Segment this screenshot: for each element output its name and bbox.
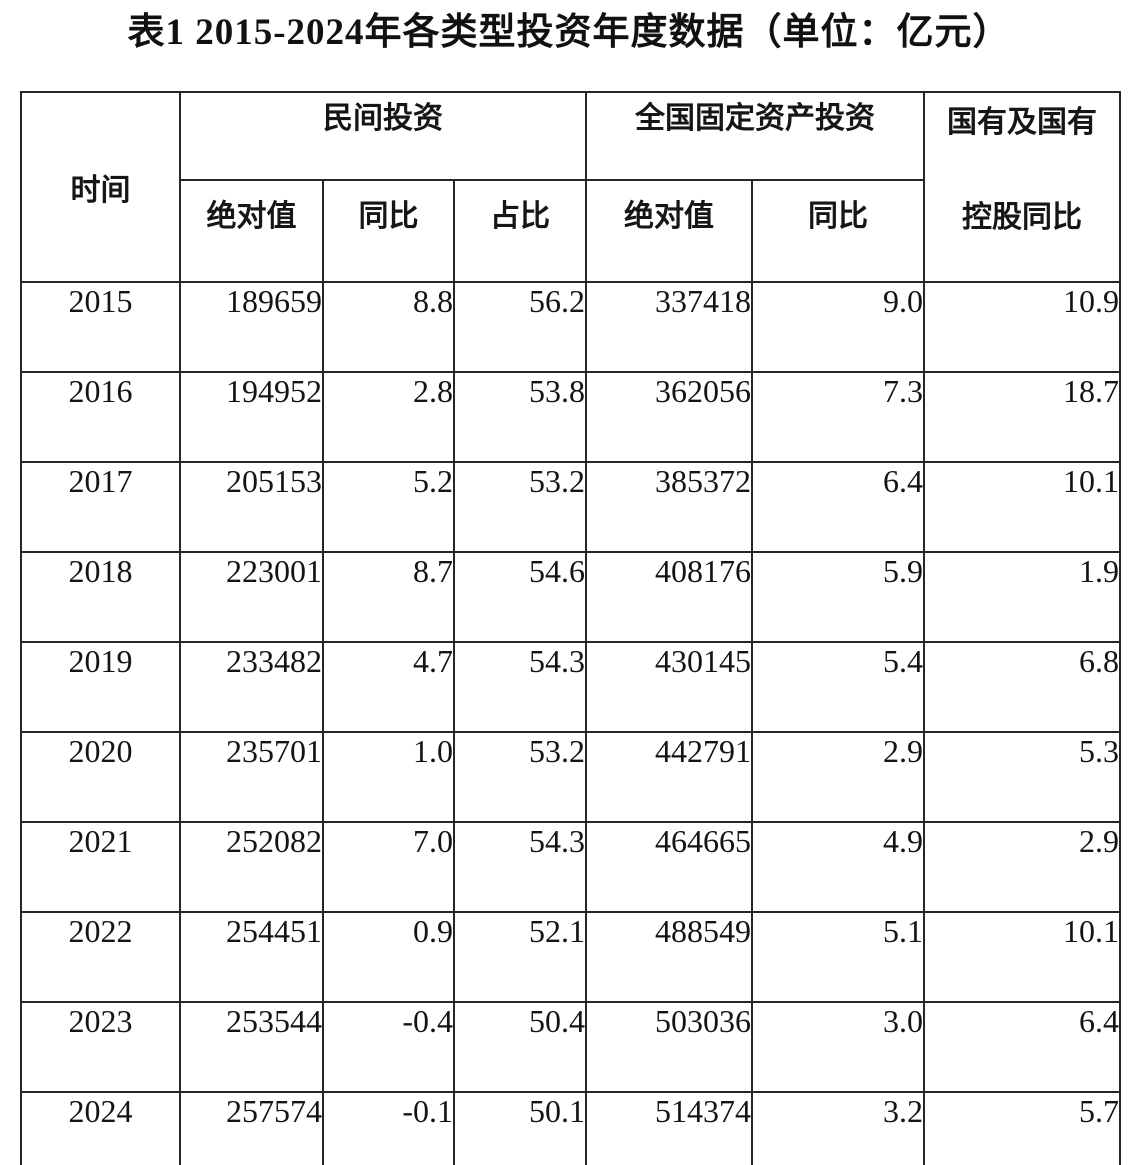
private-share-cell: 53.2 [452,730,588,823]
private-yoy-cell: 2.8 [322,370,455,463]
private-absolute-cell: 194952 [179,370,324,463]
private-share-cell: 56.2 [452,280,588,373]
national-yoy-cell: 5.1 [751,910,926,1003]
national-yoy-cell: 3.0 [751,1000,926,1093]
header-row-sub: 绝对值 同比 占比 绝对值 同比 [21,178,1120,283]
header-national-fixed-investment: 全国固定资产投资 [585,90,926,181]
private-share-cell: 50.4 [452,1000,588,1093]
header-state-owned-line2: 控股同比 [962,200,1083,234]
national-absolute-cell: 408176 [585,550,754,643]
national-yoy-cell: 5.4 [751,640,926,733]
table-row: 2023 253544 -0.4 50.4 503036 3.0 6.4 [20,1000,1122,1093]
header-private-share: 占比 [452,178,588,283]
private-absolute-cell: 253544 [179,1000,324,1093]
header-national-yoy: 同比 [751,178,926,283]
year-cell: 2021 [20,820,181,913]
year-cell: 2018 [20,550,181,643]
private-absolute-cell: 235701 [179,730,324,823]
national-absolute-cell: 430145 [585,640,754,733]
private-yoy-cell: 4.7 [322,640,455,733]
private-share-cell: 53.8 [452,370,588,463]
national-yoy-cell: 5.9 [751,550,926,643]
national-absolute-cell: 385372 [585,460,754,553]
private-yoy-cell: 0.9 [322,910,455,1003]
year-cell: 2019 [20,640,181,733]
header-private-yoy: 同比 [322,178,455,283]
state-owned-yoy-cell: 18.7 [923,370,1122,463]
private-yoy-cell: 7.0 [322,820,455,913]
national-absolute-cell: 514374 [585,1090,754,1165]
private-share-cell: 53.2 [452,460,588,553]
national-absolute-cell: 503036 [585,1000,754,1093]
private-absolute-cell: 233482 [179,640,324,733]
table-header: 时间 民间投资 全国固定资产投资 国有及国有 控股同比 绝对值 同比 占比 绝对… [20,90,1122,283]
year-cell: 2016 [20,370,181,463]
state-owned-yoy-cell: 2.9 [923,820,1122,913]
private-absolute-cell: 254451 [179,910,324,1003]
state-owned-yoy-cell: 10.1 [923,460,1122,553]
table-row: 2017 205153 5.2 53.2 385372 6.4 10.1 [20,460,1122,553]
header-time: 时间 [20,90,181,283]
national-absolute-cell: 464665 [585,820,754,913]
national-absolute-cell: 337418 [585,280,754,373]
state-owned-yoy-cell: 1.9 [923,550,1122,643]
year-cell: 2020 [20,730,181,823]
header-row-groups: 时间 民间投资 全国固定资产投资 国有及国有 控股同比 [20,90,1122,283]
private-share-cell: 50.1 [452,1090,588,1165]
national-absolute-cell: 442791 [585,730,754,823]
table-row: 2022 254451 0.9 52.1 488549 5.1 10.1 [20,910,1122,1003]
table-row: 2015 189659 8.8 56.2 337418 9.0 10.9 [20,280,1122,373]
private-share-cell: 54.6 [452,550,588,643]
private-absolute-cell: 223001 [179,550,324,643]
table-row: 2020 235701 1.0 53.2 442791 2.9 5.3 [20,730,1122,823]
header-state-owned-line1: 国有及国有 [947,105,1098,139]
national-yoy-cell: 2.9 [751,730,926,823]
state-owned-yoy-cell: 6.8 [923,640,1122,733]
private-yoy-cell: 5.2 [322,460,455,553]
national-yoy-cell: 3.2 [751,1090,926,1165]
private-yoy-cell: -0.4 [322,1000,455,1093]
year-cell: 2023 [20,1000,181,1093]
year-cell: 2022 [20,910,181,1003]
state-owned-yoy-cell: 10.1 [923,910,1122,1003]
state-owned-yoy-cell: 5.3 [923,730,1122,823]
private-absolute-cell: 189659 [179,280,324,373]
table-title: 表1 2015-2024年各类型投资年度数据（单位：亿元） [127,12,1011,53]
investment-data-table: 时间 民间投资 全国固定资产投资 国有及国有 控股同比 绝对值 同比 占比 绝对… [20,90,1122,1165]
table-row: 2021 252082 7.0 54.3 464665 4.9 2.9 [20,820,1122,913]
private-yoy-cell: 8.7 [322,550,455,643]
national-yoy-cell: 4.9 [751,820,926,913]
private-share-cell: 54.3 [452,820,588,913]
header-private-investment: 民间投资 [178,90,588,181]
national-yoy-cell: 6.4 [751,460,926,553]
header-national-absolute: 绝对值 [585,178,754,283]
year-cell: 2024 [20,1090,181,1165]
private-share-cell: 54.3 [452,640,588,733]
table-row: 2016 194952 2.8 53.8 362056 7.3 18.7 [20,370,1122,463]
table-row: 2024 257574 -0.1 50.1 514374 3.2 5.7 [20,1090,1122,1165]
state-owned-yoy-cell: 6.4 [923,1000,1122,1093]
national-yoy-cell: 9.0 [751,280,926,373]
table-row: 2019 233482 4.7 54.3 430145 5.4 6.8 [20,640,1122,733]
national-absolute-cell: 488549 [585,910,754,1003]
private-yoy-cell: 1.0 [322,730,455,823]
national-absolute-cell: 362056 [585,370,754,463]
private-yoy-cell: 8.8 [322,280,455,373]
year-cell: 2017 [20,460,181,553]
table-row: 2018 223001 8.7 54.6 408176 5.9 1.9 [20,550,1122,643]
national-yoy-cell: 7.3 [751,370,926,463]
header-state-owned-yoy: 国有及国有 控股同比 [923,90,1122,283]
private-absolute-cell: 257574 [179,1090,324,1165]
private-yoy-cell: -0.1 [322,1090,455,1165]
private-absolute-cell: 252082 [179,820,324,913]
year-cell: 2015 [20,280,181,373]
private-share-cell: 52.1 [452,910,588,1003]
state-owned-yoy-cell: 10.9 [923,280,1122,373]
private-absolute-cell: 205153 [179,460,324,553]
state-owned-yoy-cell: 5.7 [923,1090,1122,1165]
header-private-absolute: 绝对值 [179,178,324,283]
table-body: 2015 189659 8.8 56.2 337418 9.0 10.9 201… [20,280,1122,1165]
